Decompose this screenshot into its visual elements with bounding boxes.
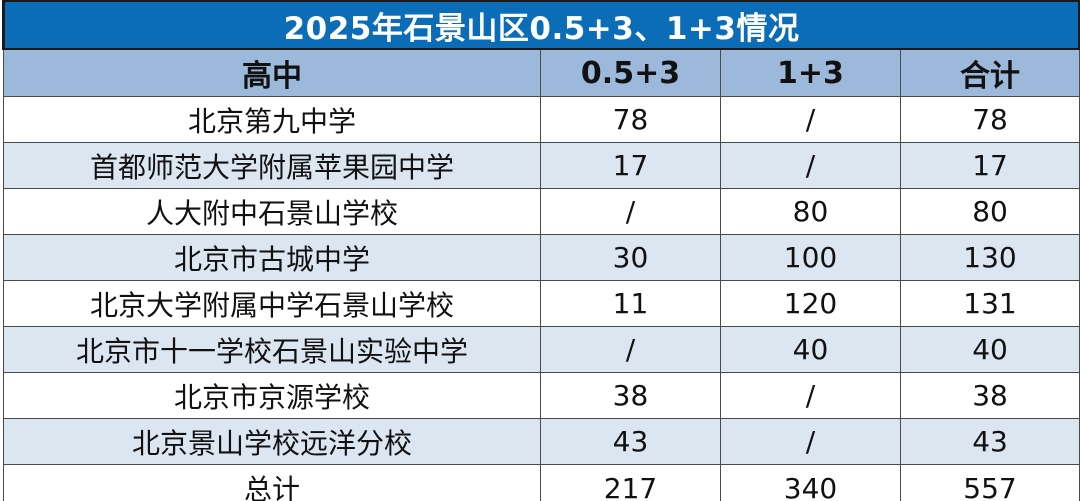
table-row: 北京第九中学 78 / 78 — [3, 96, 1080, 143]
cell-one-plus-three: / — [720, 142, 901, 189]
table-row: 人大附中石景山学校 / 80 80 — [3, 188, 1080, 235]
column-header-school: 高中 — [3, 48, 541, 97]
cell-half-plus-three: 78 — [540, 96, 721, 143]
cell-school: 北京市京源学校 — [3, 372, 541, 419]
cell-total: 40 — [899, 326, 1080, 373]
cell-one-plus-three: 100 — [720, 234, 901, 281]
column-header-half-plus-three: 0.5+3 — [540, 48, 721, 97]
cell-half-plus-three: 30 — [540, 234, 721, 281]
cell-total: 130 — [899, 234, 1080, 281]
cell-school: 北京第九中学 — [3, 96, 541, 143]
cell-total: 43 — [899, 418, 1080, 465]
table-row: 北京市京源学校 38 / 38 — [3, 372, 1080, 419]
cell-total: 38 — [899, 372, 1080, 419]
column-header-one-plus-three: 1+3 — [720, 48, 901, 97]
table-summary-row: 总计 217 340 557 — [3, 464, 1080, 501]
summary-total: 557 — [899, 464, 1080, 501]
cell-total: 131 — [899, 280, 1080, 327]
cell-total: 78 — [899, 96, 1080, 143]
cell-total: 80 — [899, 188, 1080, 235]
cell-one-plus-three: 40 — [720, 326, 901, 373]
table-header-row: 高中 0.5+3 1+3 合计 — [3, 48, 1080, 97]
cell-school: 人大附中石景山学校 — [3, 188, 541, 235]
cell-half-plus-three: / — [540, 188, 721, 235]
cell-one-plus-three: / — [720, 96, 901, 143]
table-row: 北京大学附属中学石景山学校 11 120 131 — [3, 280, 1080, 327]
table-row: 首都师范大学附属苹果园中学 17 / 17 — [3, 142, 1080, 189]
cell-one-plus-three: 120 — [720, 280, 901, 327]
cell-one-plus-three: / — [720, 372, 901, 419]
cell-half-plus-three: 17 — [540, 142, 721, 189]
summary-one-plus-three: 340 — [720, 464, 901, 501]
cell-school: 首都师范大学附属苹果园中学 — [3, 142, 541, 189]
summary-half-plus-three: 217 — [540, 464, 721, 501]
cell-one-plus-three: / — [720, 418, 901, 465]
summary-label: 总计 — [3, 464, 541, 501]
cell-one-plus-three: 80 — [720, 188, 901, 235]
cell-school: 北京大学附属中学石景山学校 — [3, 280, 541, 327]
cell-school: 北京景山学校远洋分校 — [3, 418, 541, 465]
cell-half-plus-three: / — [540, 326, 721, 373]
column-header-total: 合计 — [899, 48, 1080, 97]
table-title: 2025年石景山区0.5+3、1+3情况 — [1, 0, 1080, 50]
cell-half-plus-three: 11 — [540, 280, 721, 327]
table-row: 北京市古城中学 30 100 130 — [3, 234, 1080, 281]
cell-school: 北京市十一学校石景山实验中学 — [3, 326, 541, 373]
table-row: 北京景山学校远洋分校 43 / 43 — [3, 418, 1080, 465]
cell-total: 17 — [899, 142, 1080, 189]
cell-half-plus-three: 38 — [540, 372, 721, 419]
cell-half-plus-three: 43 — [540, 418, 721, 465]
cell-school: 北京市古城中学 — [3, 234, 541, 281]
table-row: 北京市十一学校石景山实验中学 / 40 40 — [3, 326, 1080, 373]
table-title-row: 2025年石景山区0.5+3、1+3情况 — [1, 0, 1080, 50]
